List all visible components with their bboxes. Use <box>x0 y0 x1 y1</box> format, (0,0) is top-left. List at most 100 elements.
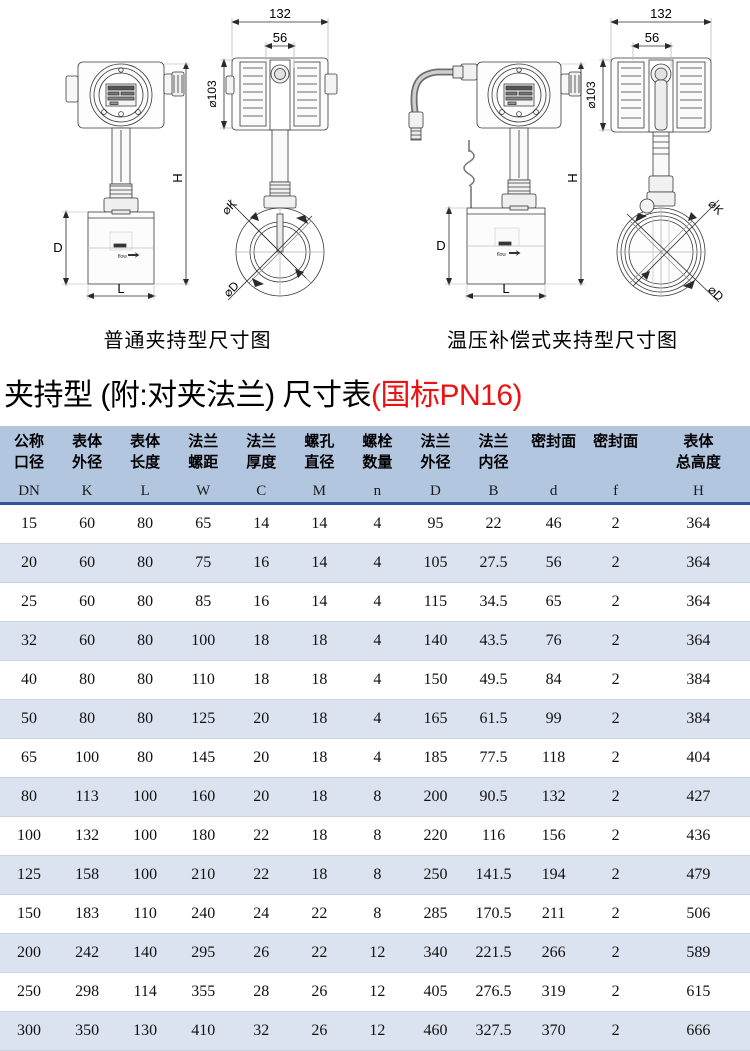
svg-text:H: H <box>565 173 580 182</box>
table-cell: 27.5 <box>464 543 523 583</box>
table-cell: 18 <box>290 660 349 700</box>
table-cell: 2 <box>584 660 647 700</box>
table-cell: 266 <box>522 933 585 973</box>
column-header-symbol: B <box>488 483 499 499</box>
table-cell: 18 <box>232 621 291 661</box>
table-cell: 8 <box>348 855 407 895</box>
table-cell: 18 <box>290 855 349 895</box>
table-cell: 4 <box>348 660 407 700</box>
column-header-line2: 数量 <box>362 454 393 471</box>
column-header-line2: 厚度 <box>246 454 277 471</box>
table-cell: 34.5 <box>464 582 523 622</box>
table-cell: 26 <box>290 1011 349 1051</box>
table-cell: 80 <box>0 777 59 817</box>
dimension-H: H <box>154 62 190 286</box>
table-cell: 60 <box>58 621 117 661</box>
table-cell: 26 <box>232 933 291 973</box>
diagram-area: flow H <box>0 0 750 318</box>
table-cell: 26 <box>290 972 349 1012</box>
table-cell: 285 <box>406 894 465 934</box>
table-cell: 12 <box>348 933 407 973</box>
table-cell: 300 <box>0 1011 59 1051</box>
column-header-symbol: d <box>549 483 558 499</box>
table-row: 40 80 80 110 18 18 4 150 49.5 84 2 384 <box>0 660 750 700</box>
table-cell: 80 <box>116 738 175 778</box>
table-cell: 65 <box>0 738 59 778</box>
column-header-symbol: M <box>312 483 327 499</box>
table-cell: 60 <box>58 503 117 544</box>
table-cell: 427 <box>646 777 750 817</box>
column-header-symbol: K <box>81 483 93 499</box>
dimension-L: L <box>465 281 547 300</box>
column-header-n: 螺栓 数量 n <box>348 426 407 502</box>
page-title-main: 夹持型 (附:对夹法兰) 尺寸表 <box>4 379 372 412</box>
table-cell: 99 <box>522 699 585 739</box>
column-header-line2: 密封面 <box>593 433 639 450</box>
table-cell: 194 <box>522 855 585 895</box>
column-header-line2: 口径 <box>14 454 45 471</box>
column-header-line2: 密封面 <box>531 433 577 450</box>
table-cell: 115 <box>406 582 465 622</box>
table-cell: 364 <box>646 621 750 661</box>
transmitter-housing-side <box>610 57 712 133</box>
table-cell: 18 <box>232 660 291 700</box>
dimension-D: D <box>53 210 88 286</box>
table-row: 200 242 140 295 26 22 12 340 221.5 266 2 589 <box>0 933 750 973</box>
table-cell: 183 <box>58 894 117 934</box>
table-row: 80 113 100 160 20 18 8 200 90.5 132 2 427 <box>0 777 750 817</box>
column-header-d-outer: 法兰 外径 D <box>406 426 465 502</box>
table-cell: 150 <box>0 894 59 934</box>
column-header-line2: 总高度 <box>675 454 721 471</box>
table-cell: 85 <box>174 582 233 622</box>
table-cell: 14 <box>290 582 349 622</box>
table-cell: 355 <box>174 972 233 1012</box>
table-cell: 2 <box>584 894 647 934</box>
column-header-symbol: H <box>692 483 704 499</box>
table-cell: 18 <box>290 699 349 739</box>
table-cell: 22 <box>290 894 349 934</box>
table-cell: 100 <box>58 738 117 778</box>
table-row: 50 80 80 125 20 18 4 165 61.5 99 2 384 <box>0 699 750 739</box>
table-cell: 340 <box>406 933 465 973</box>
diagram-temp-pressure-compensated-clamp: flow H <box>375 0 750 318</box>
table-row: 15 60 80 65 14 14 4 95 22 46 2 364 <box>0 503 750 544</box>
table-cell: 350 <box>58 1011 117 1051</box>
column-header-line2: 外径 <box>420 454 451 471</box>
svg-text:56: 56 <box>273 30 287 45</box>
table-cell: 370 <box>522 1011 585 1051</box>
table-cell: 132 <box>522 777 585 817</box>
table-cell: 43.5 <box>464 621 523 661</box>
table-cell: 327.5 <box>464 1011 523 1051</box>
table-cell: 75 <box>174 543 233 583</box>
table-cell: 56 <box>522 543 585 583</box>
table-cell: 12 <box>348 1011 407 1051</box>
table-cell: 25 <box>0 582 59 622</box>
table-cell: 113 <box>58 777 117 817</box>
specification-table: 公称 口径 DN 表体 外径 K 表体 长度 L <box>0 426 750 1051</box>
table-cell: 100 <box>116 855 175 895</box>
transmitter-housing-side <box>225 57 338 131</box>
dimension-diameter-103: ⌀103 <box>205 58 232 130</box>
table-cell: 130 <box>116 1011 175 1051</box>
table-cell: 479 <box>646 855 750 895</box>
table-cell: 22 <box>232 816 291 856</box>
table-cell: 141.5 <box>464 855 523 895</box>
table-cell: 18 <box>290 738 349 778</box>
svg-text:⌀K: ⌀K <box>219 197 240 218</box>
table-cell: 140 <box>116 933 175 973</box>
table-cell: 185 <box>406 738 465 778</box>
table-cell: 80 <box>116 503 175 544</box>
flange-top-view <box>616 191 706 297</box>
table-cell: 140 <box>406 621 465 661</box>
column-header-line2: 螺距 <box>188 454 219 471</box>
column-header-line2: 长度 <box>130 454 161 471</box>
dimension-56: 56 <box>631 30 673 68</box>
table-cell: 460 <box>406 1011 465 1051</box>
diagram-ordinary-clamp: flow H <box>0 0 375 318</box>
table-cell: 156 <box>522 816 585 856</box>
table-cell: 132 <box>58 816 117 856</box>
table-cell: 15 <box>0 503 59 544</box>
table-cell: 8 <box>348 816 407 856</box>
table-cell: 65 <box>522 582 585 622</box>
table-cell: 2 <box>584 972 647 1012</box>
